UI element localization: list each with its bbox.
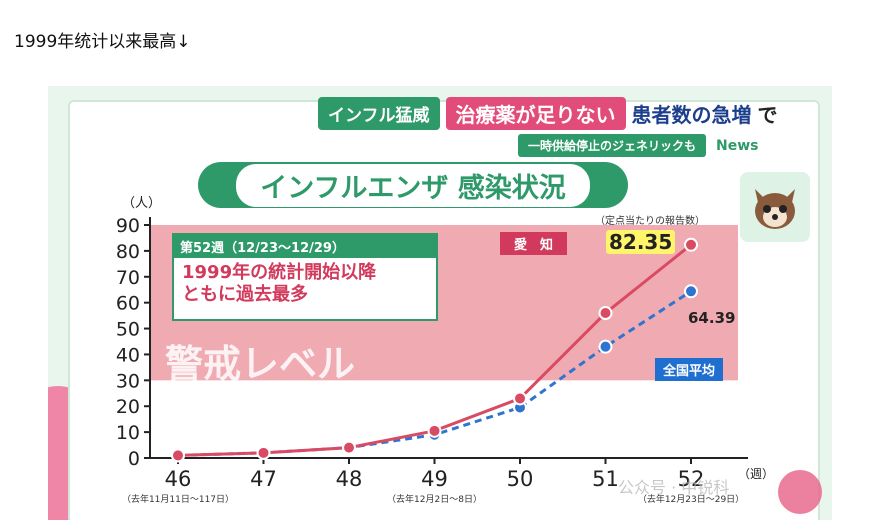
series-point-0 xyxy=(598,306,613,321)
value-zenkoku: 64.39 xyxy=(688,309,736,327)
line-chart: 0 10 20 30 40 50 60 70 80 90 （人） 46 （去年11月11日〜117日） 4… xyxy=(116,196,774,505)
series-point-0 xyxy=(171,448,185,463)
news-logo: News xyxy=(716,137,759,154)
x-tick-label: 52 xyxy=(678,467,705,491)
info-head: 第52週（12/23〜12/29） xyxy=(174,235,436,258)
info-body: 1999年の統計開始以降 ともに過去最多 xyxy=(174,258,436,310)
x-tick-sublabel: （去年12月23日〜29日） xyxy=(638,493,744,505)
chart-title-pill: インフルエンザ 感染状況 xyxy=(198,162,628,208)
info-line-2: ともに過去最多 xyxy=(182,284,308,305)
page-caption: 1999年统计以来最高↓ xyxy=(14,32,191,52)
y-tick-label: 10 xyxy=(116,422,140,444)
info-box: 第52週（12/23〜12/29） 1999年の統計開始以降 ともに過去最多 xyxy=(172,233,438,321)
mascot-icon xyxy=(740,172,810,242)
x-tick-sublabel: （去年12月2日〜8日） xyxy=(387,493,482,505)
y-tick-label: 70 xyxy=(116,267,140,289)
series-point-1 xyxy=(684,284,698,299)
warning-level-label: 警戒レベル xyxy=(165,342,356,386)
news-banner: インフル猛威 治療薬が足りない 患者数の急増 で xyxy=(318,96,778,130)
value-aichi: 82.35 xyxy=(606,230,676,254)
y-tick-label: 50 xyxy=(116,319,140,341)
series-point-1 xyxy=(598,339,613,354)
legend-zenkoku: 全国平均 xyxy=(655,358,724,381)
info-line-1: 1999年の統計開始以降 xyxy=(182,262,377,283)
series-point-0 xyxy=(427,423,442,438)
banner-highlight: 治療薬が足りない xyxy=(445,96,626,130)
series-point-0 xyxy=(256,445,271,460)
y-tick-label: 60 xyxy=(116,293,140,315)
y-tick-label: 80 xyxy=(116,241,140,263)
banner-rest-tail: で xyxy=(757,102,778,127)
sub-banner-text: 一時供給停止のジェネリックも xyxy=(518,134,707,157)
x-tick-label: 49 xyxy=(421,467,448,491)
watermark: 公众号 · 中锐科 xyxy=(618,478,730,497)
y-tick-label: 40 xyxy=(116,344,140,366)
fox-icon xyxy=(755,189,795,229)
x-tick-sublabel: （去年11月11日〜117日） xyxy=(122,493,234,505)
banner-rest: 患者数の急増 xyxy=(631,102,752,127)
x-tick-label: 46 xyxy=(165,467,192,491)
series-point-0 xyxy=(342,440,356,455)
banner-tag: インフル猛威 xyxy=(318,96,440,130)
y-axis-label: （人） xyxy=(122,196,161,211)
y-tick-label: 30 xyxy=(116,370,140,392)
legend-aichi: 愛 知 xyxy=(500,232,568,255)
x-tick-label: 50 xyxy=(507,467,534,491)
series-point-0 xyxy=(513,391,527,406)
y-tick-label: 0 xyxy=(128,448,140,470)
x-axis-label: （週） xyxy=(738,467,774,481)
x-tick-label: 51 xyxy=(592,467,619,491)
rate-label: （定点当たりの報告数） xyxy=(595,216,705,227)
sub-banner: 一時供給停止のジェネリックも News xyxy=(518,134,759,157)
chart-title: インフルエンザ 感染状況 xyxy=(236,163,590,207)
y-tick-label: 90 xyxy=(116,215,140,237)
x-tick-label: 48 xyxy=(336,467,363,491)
y-tick-label: 20 xyxy=(116,396,140,418)
channel-badge xyxy=(778,470,822,514)
x-tick-label: 47 xyxy=(250,467,277,491)
series-point-0 xyxy=(684,237,698,252)
